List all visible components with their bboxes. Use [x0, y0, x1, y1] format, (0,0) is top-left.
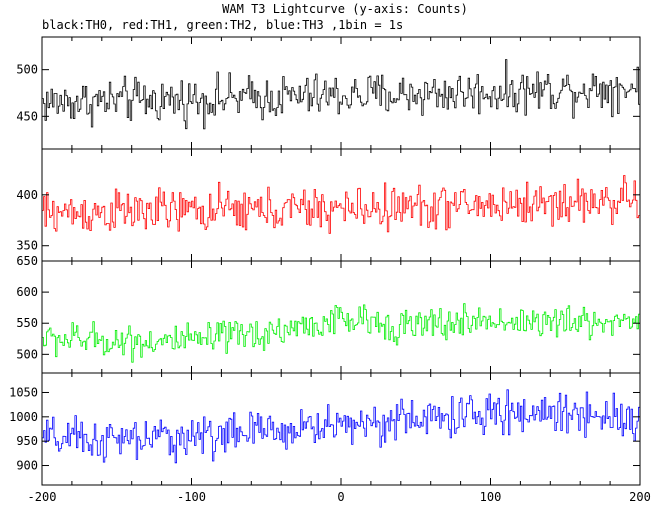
y-tick-label: 900: [16, 459, 38, 473]
y-tick-label: 1050: [9, 385, 38, 399]
series-line-th0: [42, 59, 640, 130]
series-line-th2: [42, 303, 640, 363]
y-tick-label: 500: [16, 347, 38, 361]
y-tick-label: 650: [16, 254, 38, 268]
y-tick-label: 550: [16, 316, 38, 330]
x-tick-label: 0: [337, 490, 344, 504]
x-tick-label: 200: [629, 490, 651, 504]
panel-th1: 350 400: [16, 148, 641, 262]
x-tick-label: -100: [177, 490, 206, 504]
x-tick-label: -200: [28, 490, 57, 504]
x-axis: -200 -100 0 100 200: [28, 490, 651, 504]
series-line-th1: [42, 175, 640, 234]
panels: 450 500 350 400 500 550 600 650 900 950 1000 1050: [9, 36, 641, 486]
y-tick-label: 1000: [9, 410, 38, 424]
y-tick-label: 400: [16, 188, 38, 202]
x-tick-label: 100: [480, 490, 502, 504]
panel-th0: 450 500: [16, 36, 641, 150]
y-tick-label: 450: [16, 109, 38, 123]
y-tick-label: 350: [16, 239, 38, 253]
y-tick-label: 950: [16, 434, 38, 448]
y-tick-label: 500: [16, 63, 38, 77]
chart-subtitle: black:TH0, red:TH1, green:TH2, blue:TH3 …: [42, 18, 403, 32]
chart-title: WAM T3 Lightcurve (y-axis: Counts): [222, 2, 468, 16]
y-tick-label: 600: [16, 285, 38, 299]
series-line-th3: [42, 389, 640, 464]
panel-th2: 500 550 600 650: [16, 254, 641, 374]
panel-th3: 900 950 1000 1050: [9, 372, 641, 486]
panel-frame: [41, 372, 641, 486]
